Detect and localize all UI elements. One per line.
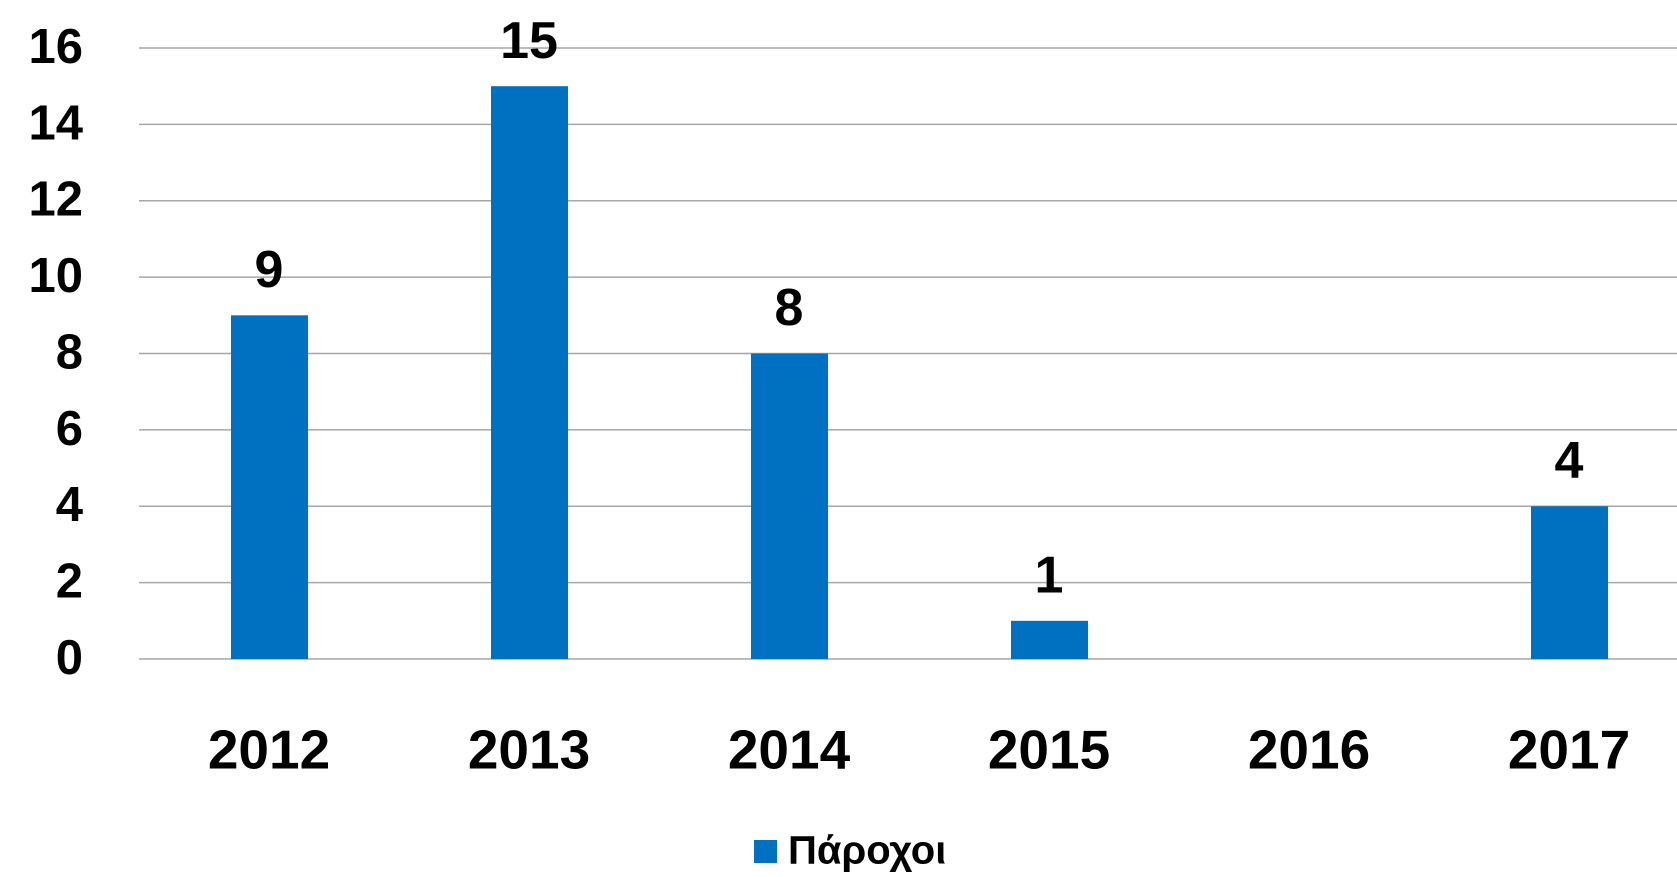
- y-tick-label: 6: [56, 402, 83, 456]
- y-tick-label: 16: [28, 20, 83, 74]
- data-label: 9: [255, 241, 284, 299]
- bar: [1011, 620, 1088, 659]
- x-tick-label: 2017: [1508, 719, 1630, 781]
- legend-label: Πάροχοι: [788, 829, 946, 873]
- y-tick-label: 4: [56, 478, 83, 532]
- x-tick-label: 2016: [1248, 719, 1370, 781]
- y-tick-label: 2: [56, 555, 83, 609]
- y-tick-label: 10: [28, 249, 83, 303]
- y-tick-label: 0: [56, 631, 83, 685]
- bar: [751, 353, 828, 659]
- bar: [231, 315, 308, 659]
- x-tick-label: 2014: [728, 719, 851, 781]
- y-tick-label: 12: [28, 173, 83, 227]
- data-label: 1: [1035, 547, 1064, 605]
- x-tick-label: 2013: [468, 719, 590, 781]
- x-tick-label: 2015: [988, 719, 1110, 781]
- data-label: 15: [500, 12, 558, 70]
- bar: [491, 86, 568, 659]
- data-label: 4: [1555, 432, 1584, 490]
- x-tick-label: 2012: [208, 719, 330, 781]
- y-tick-label: 14: [28, 96, 83, 150]
- bar: [1531, 506, 1608, 659]
- data-label: 8: [775, 279, 804, 337]
- y-tick-label: 8: [56, 325, 83, 379]
- legend-swatch: [754, 840, 777, 863]
